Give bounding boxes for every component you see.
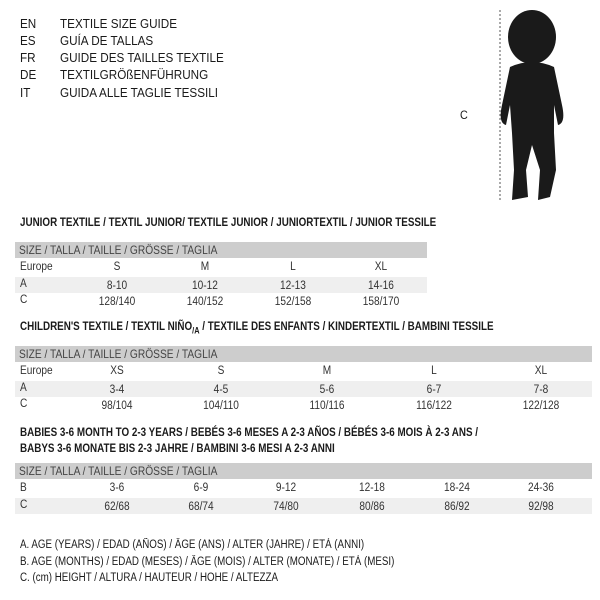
- table-cell: S: [217, 365, 225, 377]
- table-cell: 3-4: [109, 383, 125, 396]
- table-cell: 116/122: [416, 400, 452, 412]
- table-cell: 12-18: [359, 482, 385, 494]
- table-cell: 74/80: [273, 500, 299, 513]
- legend-c: C. (cm) HEIGHT / ALTURA / HAUTEUR / HÖHE…: [20, 572, 278, 584]
- table-cell: 62/68: [104, 500, 130, 513]
- table-cell: 110/116: [309, 400, 345, 412]
- size-header-bar: SIZE / TALLA / TAILLE / GRÖSSE / TAGLIA: [15, 346, 592, 362]
- size-header-bar: SIZE / TALLA / TAILLE / GRÖSSE / TAGLIA: [15, 242, 427, 258]
- title-text: GUÍA DE TALLAS: [60, 33, 154, 48]
- row-label: C: [20, 398, 28, 410]
- table-cell: XL: [374, 261, 388, 273]
- lang-code: EN: [20, 16, 37, 31]
- table-cell: 18-24: [444, 482, 470, 494]
- row-label: C: [20, 498, 28, 511]
- table-cell: 6-9: [193, 482, 209, 494]
- table-cell: 140/152: [186, 296, 224, 308]
- size-header-text: SIZE / TALLA / TAILLE / GRÖSSE / TAGLIA: [19, 464, 218, 478]
- table-cell: 128/140: [98, 296, 136, 308]
- legend-b: B. AGE (MONTHS) / EDAD (MESES) / ÂGE (MO…: [20, 556, 395, 568]
- table-cell: 86/92: [444, 500, 470, 513]
- row-label: Europe: [20, 261, 53, 273]
- table-cell: 5-6: [319, 383, 335, 396]
- row-label: B: [20, 482, 27, 494]
- children-title: CHILDREN'S TEXTILE / TEXTIL NIÑO/A / TEX…: [20, 319, 494, 336]
- row-band: [15, 497, 592, 514]
- table-cell: 158/170: [362, 296, 400, 308]
- row-label: Europe: [20, 365, 53, 377]
- lang-code: IT: [20, 85, 31, 100]
- table-cell: 8-10: [106, 279, 128, 292]
- title-text: TEXTILE SIZE GUIDE: [60, 16, 178, 31]
- row-label: A: [20, 277, 27, 290]
- row-band: [15, 380, 592, 397]
- table-cell: XL: [534, 365, 548, 377]
- table-cell: M: [200, 261, 210, 273]
- table-cell: 122/128: [522, 400, 560, 412]
- table-cell: 98/104: [101, 400, 133, 412]
- height-label: C: [460, 108, 468, 122]
- table-cell: 92/98: [528, 500, 554, 513]
- table-cell: S: [113, 261, 121, 273]
- table-cell: L: [290, 261, 296, 273]
- size-header-bar: SIZE / TALLA / TAILLE / GRÖSSE / TAGLIA: [15, 463, 592, 479]
- title-text: GUIDA ALLE TAGLIE TESSILI: [60, 85, 219, 100]
- table-cell: 4-5: [213, 383, 229, 396]
- child-silhouette-icon: [499, 10, 564, 200]
- table-cell: XS: [110, 365, 124, 377]
- lang-code: FR: [20, 50, 36, 65]
- table-cell: 6-7: [426, 383, 442, 396]
- table-cell: 68/74: [188, 500, 214, 513]
- table-cell: 7-8: [533, 383, 549, 396]
- table-cell: 12-13: [280, 279, 306, 292]
- babies-title-line2: BABYS 3-6 MONATE BIS 2-3 JAHRE / BAMBINI…: [20, 441, 335, 455]
- lang-code: DE: [20, 67, 37, 82]
- table-cell: 3-6: [109, 482, 125, 494]
- table-cell: 24-36: [528, 482, 554, 494]
- size-header-text: SIZE / TALLA / TAILLE / GRÖSSE / TAGLIA: [19, 243, 218, 257]
- table-cell: 80/86: [359, 500, 385, 513]
- row-label: C: [20, 294, 28, 306]
- size-header-text: SIZE / TALLA / TAILLE / GRÖSSE / TAGLIA: [19, 347, 218, 361]
- table-cell: 10-12: [192, 279, 218, 292]
- junior-title: JUNIOR TEXTILE / TEXTIL JUNIOR/ TEXTILE …: [20, 215, 437, 229]
- subscript: /A: [192, 325, 200, 336]
- title-text: GUIDE DES TAILLES TEXTILE: [60, 50, 224, 65]
- row-label: A: [20, 381, 27, 394]
- babies-title-line1: BABIES 3-6 MONTH TO 2-3 YEARS / BEBÉS 3-…: [20, 425, 479, 439]
- table-cell: L: [431, 365, 437, 377]
- title-text: TEXTILGRÖßENFÜHRUNG: [60, 67, 209, 82]
- table-cell: 14-16: [368, 279, 394, 292]
- legend-a: A. AGE (YEARS) / EDAD (AÑOS) / ÂGE (ANS)…: [20, 539, 365, 551]
- table-cell: 104/110: [203, 400, 239, 412]
- lang-code: ES: [20, 33, 36, 48]
- row-band: [15, 276, 427, 293]
- table-cell: 152/158: [274, 296, 312, 308]
- table-cell: 9-12: [275, 482, 297, 494]
- table-cell: M: [322, 365, 332, 377]
